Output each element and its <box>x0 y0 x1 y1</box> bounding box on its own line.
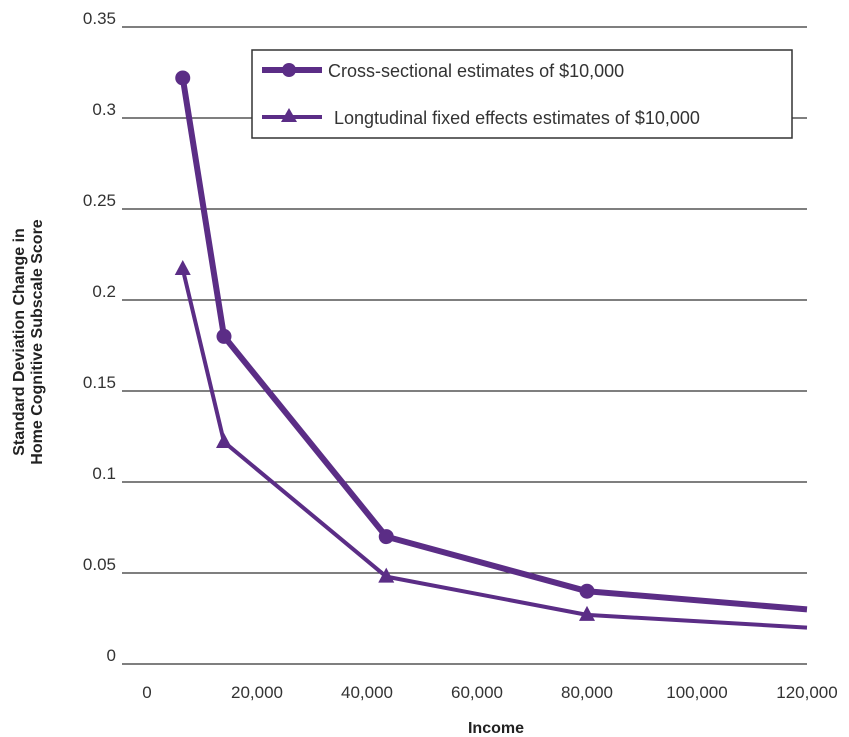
y-axis-title: Standard Deviation Change in Home Cognit… <box>11 219 46 465</box>
y-tick-label: 0.3 <box>92 100 116 119</box>
series-line-2 <box>180 268 808 630</box>
legend-box <box>251 49 793 139</box>
data-point-circle <box>175 70 191 86</box>
y-tick-label: 0.05 <box>83 555 116 574</box>
data-point-triangle <box>174 260 191 276</box>
grid-lines <box>122 26 807 665</box>
x-tick-label: 0 <box>142 683 151 702</box>
x-tick-label: 20,000 <box>231 683 283 702</box>
legend-label-cross-sectional: Cross-sectional estimates of $10,000 <box>328 61 624 81</box>
x-tick-label: 120,000 <box>776 683 837 702</box>
legend-swatch-circle-marker <box>282 63 296 77</box>
series-lines <box>179 77 808 630</box>
data-point-circle <box>216 328 232 344</box>
series-line-1 <box>179 77 808 613</box>
x-tick-label: 80,000 <box>561 683 613 702</box>
y-axis-ticks: 0 0.05 0.1 0.15 0.2 0.25 0.3 0.35 <box>83 9 116 665</box>
legend-label-longitudinal: Longtudinal fixed effects estimates of $… <box>334 108 700 128</box>
y-tick-label: 0.15 <box>83 373 116 392</box>
x-tick-label: 60,000 <box>451 683 503 702</box>
data-point-triangle <box>378 567 395 583</box>
y-axis-title-line-1: Standard Deviation Change in <box>11 228 28 456</box>
legend-entry-cross-sectional: Cross-sectional estimates of $10,000 <box>262 61 624 81</box>
data-point-circle <box>378 529 394 545</box>
x-axis-ticks: 0 20,000 40,000 60,000 80,000 100,000 120,000 <box>142 683 837 702</box>
data-point-triangle <box>216 432 232 448</box>
legend-swatch-triangle-marker <box>281 108 297 122</box>
x-tick-label: 100,000 <box>666 683 727 702</box>
legend-entry-longitudinal: Longtudinal fixed effects estimates of $… <box>262 108 700 128</box>
data-point-circle <box>579 583 595 599</box>
y-tick-label: 0.2 <box>92 282 116 301</box>
y-axis-title-line-2: Home Cognitive Subscale Score <box>29 219 46 465</box>
x-axis-title: Income <box>468 720 524 737</box>
x-tick-label: 40,000 <box>341 683 393 702</box>
legend: Cross-sectional estimates of $10,000 Lon… <box>251 49 793 139</box>
y-tick-label: 0.35 <box>83 9 116 28</box>
y-tick-label: 0.25 <box>83 191 116 210</box>
series-markers <box>174 70 595 621</box>
data-point-triangle <box>579 605 595 621</box>
y-tick-label: 0.1 <box>92 464 116 483</box>
y-tick-label: 0 <box>107 646 116 665</box>
